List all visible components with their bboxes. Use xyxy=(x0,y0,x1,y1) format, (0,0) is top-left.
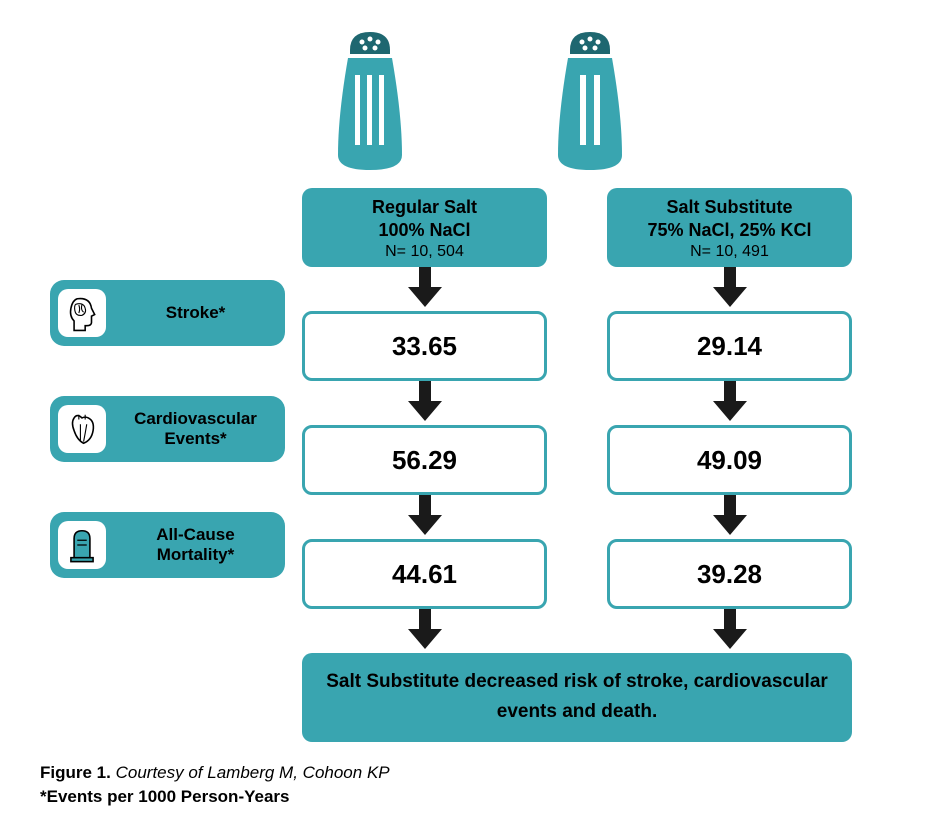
tombstone-icon xyxy=(58,521,106,569)
row-label-text: All-Cause Mortality* xyxy=(116,525,275,566)
header-subtitle: 75% NaCl, 25% KCl xyxy=(615,219,844,242)
row-label-cv-events: Cardiovascular Events* xyxy=(50,396,285,462)
figure-caption: Figure 1. Courtesy of Lamberg M, Cohoon … xyxy=(40,761,390,810)
conclusion-text: Salt Substitute decreased risk of stroke… xyxy=(326,671,828,722)
column-regular-salt: Regular Salt 100% NaCl N= 10, 504 33.65 … xyxy=(302,188,547,653)
header-n: N= 10, 491 xyxy=(615,243,844,261)
caption-figure-label: Figure 1. xyxy=(40,763,111,782)
header-n: N= 10, 504 xyxy=(310,243,539,261)
row-label-text: Cardiovascular Events* xyxy=(116,409,275,450)
value-box: 29.14 xyxy=(607,311,852,381)
value-box: 44.61 xyxy=(302,539,547,609)
caption-credit: Courtesy of Lamberg M, Cohoon KP xyxy=(116,763,390,782)
column-header-regular: Regular Salt 100% NaCl N= 10, 504 xyxy=(302,188,547,267)
row-label-text: Stroke* xyxy=(116,303,275,323)
salt-shaker-icon xyxy=(540,20,640,180)
column-salt-substitute: Salt Substitute 75% NaCl, 25% KCl N= 10,… xyxy=(607,188,852,653)
value-cv-regular: 56.29 xyxy=(392,445,457,476)
shaker-icons-row xyxy=(320,20,910,180)
conclusion-box: Salt Substitute decreased risk of stroke… xyxy=(302,653,852,742)
row-labels-column: Stroke* Cardiovascular Events* xyxy=(50,280,285,578)
value-box: 56.29 xyxy=(302,425,547,495)
value-box: 33.65 xyxy=(302,311,547,381)
value-stroke-substitute: 29.14 xyxy=(697,331,762,362)
row-label-mortality: All-Cause Mortality* xyxy=(50,512,285,578)
row-label-stroke: Stroke* xyxy=(50,280,285,346)
header-subtitle: 100% NaCl xyxy=(310,219,539,242)
brain-head-icon xyxy=(58,289,106,337)
value-mortality-substitute: 39.28 xyxy=(697,559,762,590)
value-mortality-regular: 44.61 xyxy=(392,559,457,590)
value-box: 39.28 xyxy=(607,539,852,609)
column-header-substitute: Salt Substitute 75% NaCl, 25% KCl N= 10,… xyxy=(607,188,852,267)
salt-shaker-icon xyxy=(320,20,420,180)
value-cv-substitute: 49.09 xyxy=(697,445,762,476)
heart-icon xyxy=(58,405,106,453)
header-title: Regular Salt xyxy=(310,196,539,219)
value-box: 49.09 xyxy=(607,425,852,495)
value-stroke-regular: 33.65 xyxy=(392,331,457,362)
header-title: Salt Substitute xyxy=(615,196,844,219)
caption-footnote: *Events per 1000 Person-Years xyxy=(40,785,390,810)
